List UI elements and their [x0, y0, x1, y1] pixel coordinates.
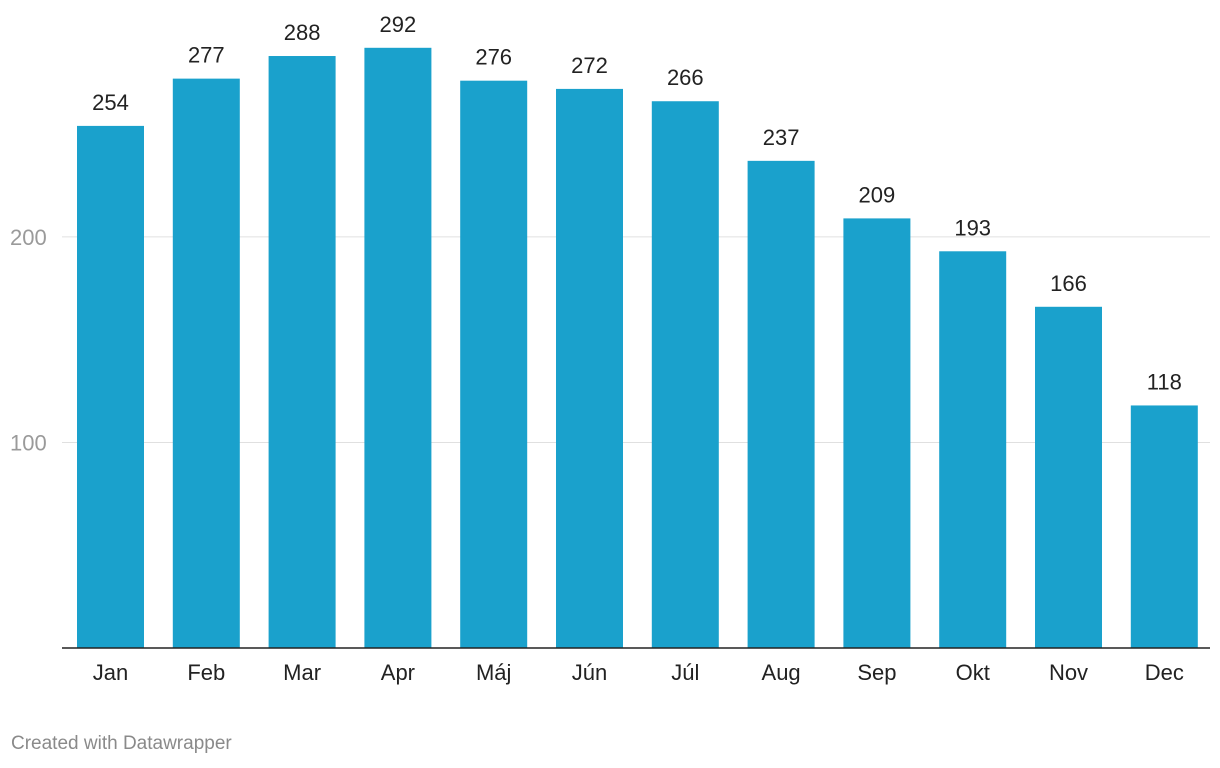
x-tick-label: Feb	[187, 660, 225, 685]
bar-jún	[556, 88, 623, 649]
credit-text: Created with Datawrapper	[11, 733, 232, 754]
gridlines: 100 200	[10, 225, 1210, 455]
bar-sep	[843, 218, 911, 648]
data-label: 288	[284, 20, 321, 45]
x-tick-label: Máj	[476, 660, 511, 685]
bar-aug	[747, 160, 815, 648]
x-tick-label: Nov	[1049, 660, 1088, 685]
data-label: 276	[475, 45, 512, 70]
bar-apr	[364, 47, 432, 648]
data-label: 193	[954, 215, 991, 240]
x-tick-label: Apr	[381, 660, 415, 685]
data-label: 272	[571, 53, 608, 78]
x-tick-label: Sep	[857, 660, 896, 685]
y-tick-label: 100	[10, 430, 47, 455]
data-label: 118	[1147, 369, 1182, 394]
x-tick-label: Aug	[762, 660, 801, 685]
bar-jan	[77, 125, 144, 648]
data-labels: 254 277 288 292 276 272 266 237 209 193 166 118	[92, 12, 1182, 395]
bar-okt	[939, 251, 1007, 648]
x-tick-label: Jún	[572, 660, 607, 685]
bar-nov	[1035, 306, 1102, 648]
bar-feb	[172, 78, 240, 648]
bar-mar	[268, 56, 336, 649]
y-tick-label: 200	[10, 225, 47, 250]
data-label: 209	[859, 182, 896, 207]
data-label: 266	[667, 65, 704, 90]
x-tick-label: Dec	[1145, 660, 1184, 685]
data-label: 277	[188, 43, 225, 68]
x-tick-label: Jan	[93, 660, 128, 685]
bar-máj	[460, 80, 528, 648]
bar-dec	[1130, 405, 1198, 648]
x-tick-label: Júl	[671, 660, 699, 685]
bars	[77, 47, 1198, 649]
data-label: 237	[763, 125, 800, 150]
data-label: 254	[92, 90, 129, 115]
bar-chart: 100 200 254 277 288 292 276 272 266 237 209 193 166…	[10, 12, 1210, 685]
data-label: 166	[1050, 271, 1087, 296]
x-axis: Jan Feb Mar Apr Máj Jún Júl Aug Sep Okt Nov Dec	[62, 647, 1210, 685]
bar-júl	[651, 101, 719, 648]
x-tick-label: Okt	[956, 660, 990, 685]
x-tick-label: Mar	[283, 660, 321, 685]
data-label: 292	[380, 12, 417, 37]
